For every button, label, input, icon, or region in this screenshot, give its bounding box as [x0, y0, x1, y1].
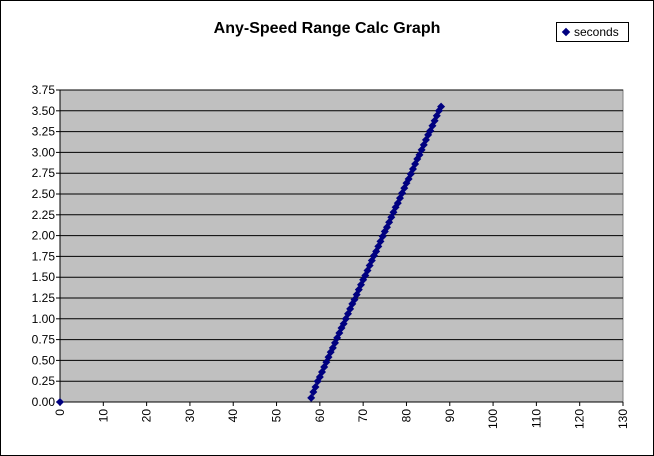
x-tick-label: 50 — [270, 409, 284, 423]
data-point — [437, 102, 446, 111]
y-tick-label: 1.00 — [32, 312, 56, 326]
chart-title: Any-Speed Range Calc Graph — [213, 20, 441, 37]
y-tick-label: 0.50 — [32, 353, 56, 367]
x-tick-label: 100 — [486, 409, 500, 429]
y-tick-label: 2.00 — [32, 229, 56, 243]
data-point — [56, 398, 64, 406]
x-tick-label: 130 — [616, 409, 630, 429]
x-tick-label: 110 — [529, 409, 543, 428]
y-tick-label: 3.00 — [32, 145, 56, 159]
x-tick-label: 40 — [226, 409, 240, 423]
y-tick-label: 1.75 — [32, 249, 56, 263]
plot-area — [59, 89, 624, 403]
y-tick-label: 0.25 — [32, 374, 56, 388]
x-tick-labels: 0 10 20 30 40 50 60 70 80 90 100 110 120 130 — [53, 409, 630, 429]
x-tick-label: 0 — [53, 409, 67, 416]
y-tick-label: 2.50 — [32, 187, 56, 201]
y-tick-label: 0.75 — [32, 333, 56, 347]
y-tick-label: 2.25 — [32, 208, 56, 222]
legend-label-seconds: seconds — [574, 25, 619, 39]
y-tick-label: 3.75 — [32, 83, 56, 97]
x-tick-label: 10 — [96, 409, 110, 423]
y-tick-label: 3.25 — [32, 125, 56, 139]
x-tick-label: 60 — [313, 409, 327, 423]
y-tick-label: 1.25 — [32, 291, 56, 305]
legend-marker-icon — [561, 27, 571, 37]
y-tick-label: 2.75 — [32, 166, 56, 180]
y-tick-labels: 0.00 0.25 0.50 0.75 1.00 1.25 1.50 1.75 2.00 2.25… — [32, 83, 56, 409]
series-points — [56, 102, 446, 406]
x-tick-label: 20 — [140, 409, 154, 423]
x-tick-label: 90 — [443, 409, 457, 423]
x-tick-label: 80 — [399, 409, 413, 423]
grid-lines — [60, 89, 623, 382]
y-tick-label: 1.50 — [32, 270, 56, 284]
x-tick-label: 30 — [183, 409, 197, 423]
x-tick-label: 70 — [356, 409, 370, 423]
y-tick-label: 0.00 — [32, 395, 56, 409]
y-tick-label: 3.50 — [32, 104, 56, 118]
x-tick-label: 120 — [573, 409, 587, 429]
legend: seconds — [556, 22, 629, 42]
